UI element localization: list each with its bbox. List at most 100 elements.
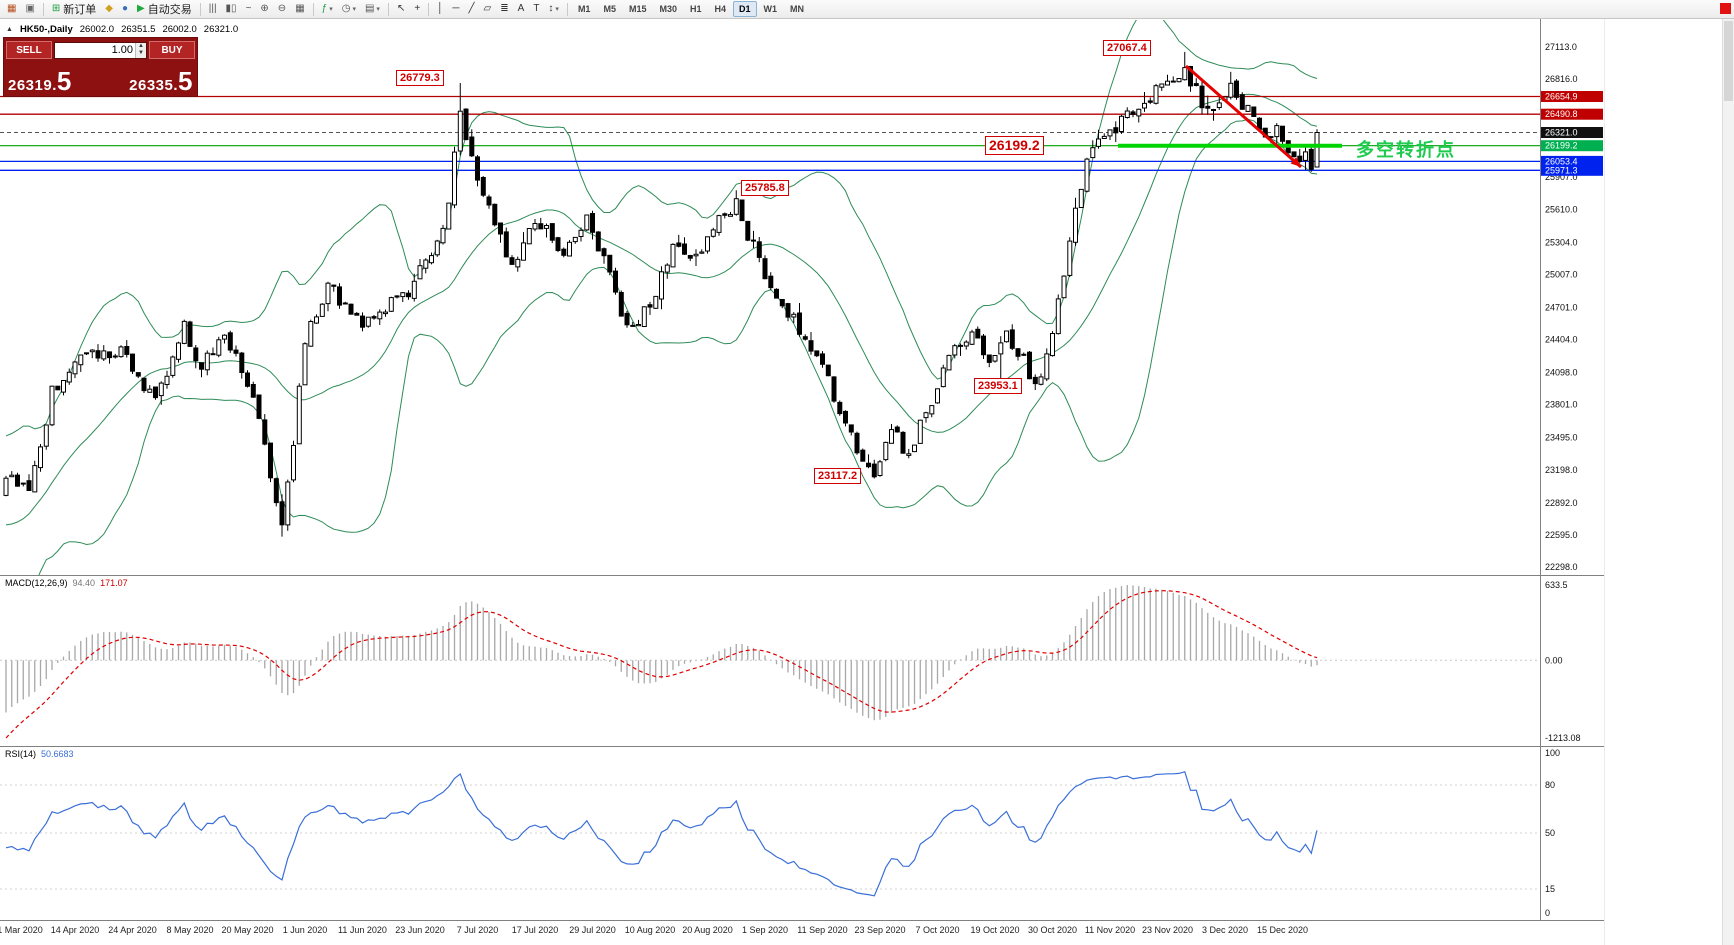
new-order-button-label: 新订单 (63, 4, 97, 16)
tile-windows-icon[interactable]: ▦ (291, 1, 308, 17)
line-chart-icon[interactable]: ~ (242, 1, 256, 17)
trendline-icon: ╱ (468, 3, 475, 14)
time-axis-label: 10 Aug 2020 (625, 925, 676, 935)
sell-button[interactable]: SELL (6, 41, 52, 59)
price-callout[interactable]: 26779.3 (396, 70, 444, 86)
cursor-icon[interactable]: ↖ (393, 1, 409, 17)
candlestick-icon[interactable]: ▮▯ (222, 1, 241, 17)
timeframe-d1-button[interactable]: D1 (733, 1, 757, 17)
price-callout[interactable]: 27067.4 (1103, 40, 1151, 56)
time-axis-label: 14 Apr 2020 (51, 925, 100, 935)
price-badge-label: 26321.0 (1545, 128, 1578, 138)
timeframe-m15-button[interactable]: M15 (628, 4, 647, 14)
text-icon[interactable]: A (514, 1, 529, 17)
timeframe-m5-button[interactable]: M5 (603, 4, 616, 14)
channel-icon[interactable]: ▱ (480, 1, 496, 17)
symbol-period-label: HK50-,Daily (19, 24, 73, 35)
time-axis-label: 11 Jun 2020 (338, 925, 387, 935)
autotrading-button: ▶ (137, 3, 145, 14)
macd-indicator-label: MACD(12,26,9) 94.40 171.07 (5, 578, 128, 588)
arrows-icon[interactable]: ↕ ▾ (544, 1, 563, 17)
templates-icon[interactable]: ▤ ▾ (361, 1, 384, 17)
time-axis-label: 8 May 2020 (166, 925, 213, 935)
autotrading-button[interactable]: ▶ 自动交易 (133, 1, 196, 17)
price-callout[interactable]: 26199.2 (985, 136, 1044, 155)
new-chart-icon[interactable]: ▦ (3, 1, 20, 17)
timeframe-m1-button[interactable]: M1 (577, 4, 591, 14)
buy-price-big-digit: 5 (178, 66, 193, 96)
time-axis-label: 20 Aug 2020 (682, 925, 733, 935)
alert-icon[interactable] (1720, 3, 1731, 14)
timeframe-mn-button[interactable]: MN (790, 4, 805, 14)
timeframe-h4-button[interactable]: H4 (714, 4, 727, 14)
rsi-indicator-label: RSI(14) 50.6683 (5, 749, 74, 759)
zoom-in-icon[interactable]: ⊕ (256, 1, 272, 17)
price-callout[interactable]: 23953.1 (974, 378, 1022, 394)
price-badge-label: 26654.9 (1545, 92, 1578, 102)
volume-box[interactable]: 1.00 ▲ ▼ (54, 41, 147, 59)
new-order-button[interactable]: ⊞ 新订单 (48, 1, 100, 17)
rsi-value: 50.6683 (41, 749, 74, 759)
price-callout[interactable]: 25785.8 (741, 180, 789, 196)
time-axis-label: 1 Sep 2020 (742, 925, 788, 935)
volume-stepper[interactable]: ▲ ▼ (135, 42, 146, 58)
macd-axis-label: -1213.08 (1545, 733, 1581, 743)
arrows-icon: ↕ (548, 3, 554, 14)
buy-button[interactable]: BUY (149, 41, 195, 59)
rsi-axis-label: 0 (1545, 908, 1550, 918)
fibonacci-icon[interactable]: ≣ (496, 1, 512, 17)
experts-icon[interactable]: ● (118, 1, 132, 17)
price-axis-label: 27113.0 (1545, 42, 1577, 52)
toolbar-separator (42, 2, 44, 16)
price-badge (1541, 164, 1603, 176)
experts-icon: ● (122, 3, 129, 14)
toolbar: ▦ ▣ ⊞ 新订单 ◆ ● ▶ 自动交易 ||| ▮▯ ~ ⊕ ⊖ ▦ ƒ ▾ ◷ ▾ ▤ ▾ ↖ + │ ─ ╱ ▱ ≣ A T ↕ ▾ M… (0, 0, 1734, 19)
vertical-line-icon[interactable]: │ (433, 1, 447, 17)
zoom-out-icon[interactable]: ⊖ (274, 1, 290, 17)
timeframe-m30-button[interactable]: M30 (659, 4, 677, 14)
metaeditor-icon[interactable]: ◆ (101, 1, 117, 17)
crosshair-icon: + (414, 3, 421, 14)
horizontal-line-icon[interactable]: ─ (448, 1, 463, 17)
price-axis-label: 23495.0 (1545, 433, 1578, 443)
stepper-up-icon[interactable]: ▲ (138, 43, 144, 49)
price-axis-label: 24098.0 (1545, 368, 1578, 378)
crosshair-icon[interactable]: + (410, 1, 424, 17)
price-callout[interactable]: 23117.2 (814, 468, 862, 484)
price-axis-label: 25610.0 (1545, 204, 1578, 214)
price-axis-label: 22298.0 (1545, 562, 1578, 572)
scrollbar-thumb[interactable] (1724, 21, 1733, 101)
timeframe-w1-button[interactable]: W1 (763, 4, 778, 14)
time-axis-label: 29 Jul 2020 (569, 925, 616, 935)
indicators-icon[interactable]: ƒ ▾ (318, 1, 337, 17)
profiles-icon[interactable]: ▣ (21, 1, 38, 17)
candlestick-icon: ▮▯ (225, 3, 237, 14)
rsi-axis-label: 15 (1545, 884, 1555, 894)
bollinger-lower-band (38, 118, 1318, 575)
toolbar-separator (387, 2, 389, 16)
trendline-icon[interactable]: ╱ (465, 1, 479, 17)
rsi-name: RSI(14) (5, 749, 37, 759)
time-axis-label: 23 Nov 2020 (1142, 925, 1193, 935)
rsi-panel-layer (0, 770, 1540, 897)
periods-icon[interactable]: ◷ ▾ (338, 1, 360, 17)
trend-arrow-head (1290, 157, 1301, 167)
toolbar-separator (199, 2, 201, 16)
ohlc-low: 26002.0 (162, 24, 197, 35)
vertical-scrollbar[interactable] (1722, 19, 1734, 945)
stepper-down-icon[interactable]: ▼ (138, 50, 144, 56)
tile-windows-icon: ▦ (295, 3, 305, 14)
bar-chart-icon[interactable]: ||| (205, 1, 221, 17)
price-badge (1541, 140, 1603, 152)
label-icon[interactable]: T (529, 1, 543, 17)
timeframe-h1-button[interactable]: H1 (690, 4, 702, 14)
macd-name: MACD(12,26,9) (5, 578, 68, 588)
bollinger-middle-band (5, 93, 1318, 526)
ohlc-close: 26321.0 (203, 24, 239, 35)
metaeditor-icon: ◆ (105, 3, 113, 14)
candles-layer (3, 51, 1320, 537)
trend-arrow[interactable] (1185, 64, 1302, 169)
channel-icon: ▱ (483, 3, 492, 14)
new-chart-icon: ▦ (7, 3, 17, 14)
